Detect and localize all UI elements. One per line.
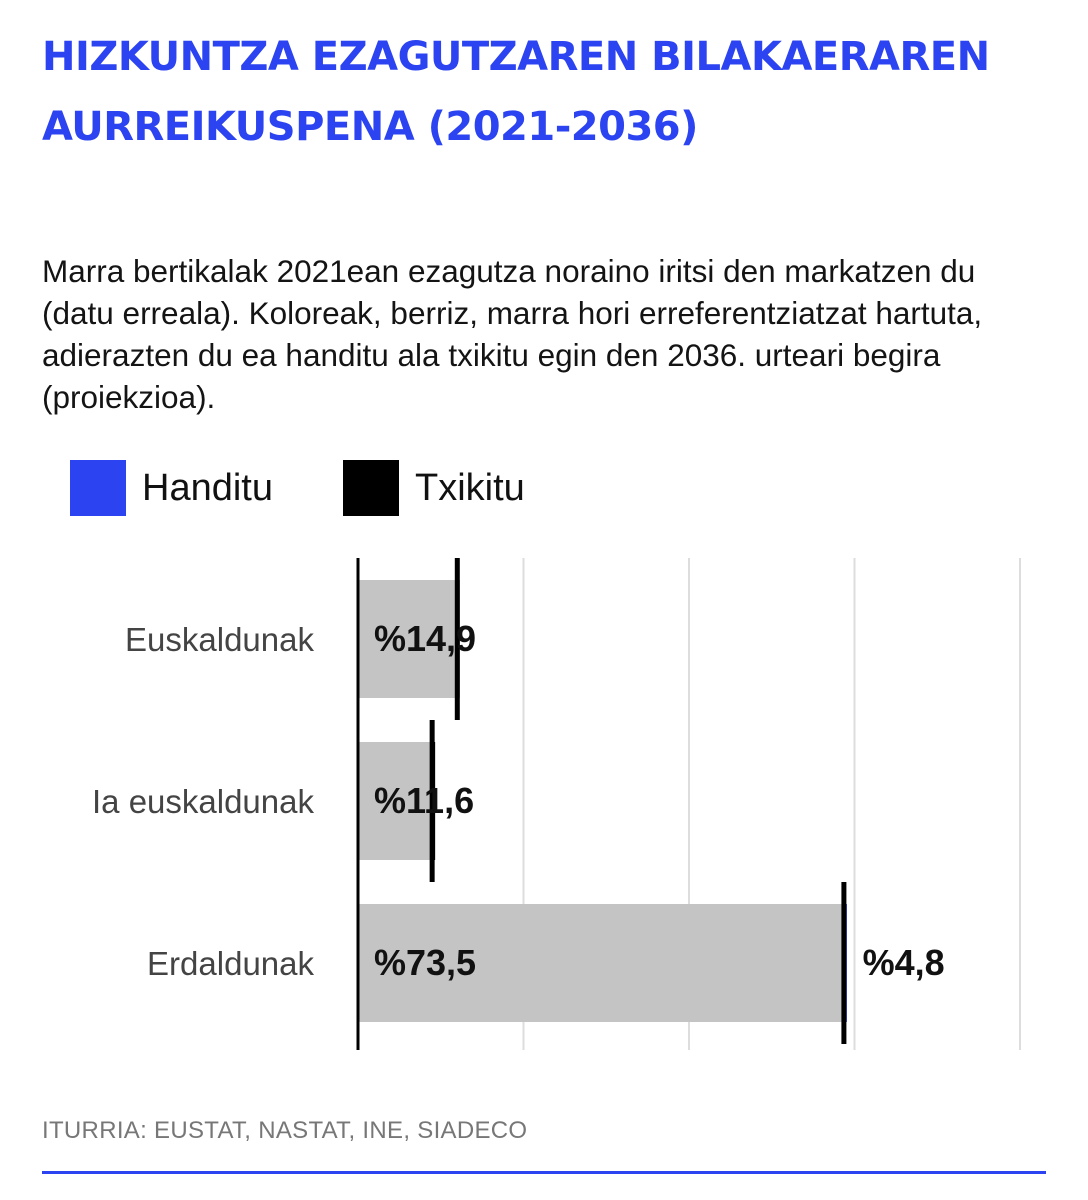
legend-swatch-handitu <box>70 460 126 516</box>
legend-swatch-txikitu <box>342 460 399 516</box>
category-label-2: Erdaldunak <box>147 945 314 982</box>
legend-label-txikitu: Txikitu <box>414 466 525 509</box>
value-label-0: %14,9 <box>374 618 476 659</box>
bar-base-0 <box>358 580 457 698</box>
legend-item-txikitu: Txikitu <box>342 460 525 516</box>
bottom-rule <box>42 1171 1046 1174</box>
change-label-2: %4,8 <box>863 942 945 983</box>
legend-item-handitu: Handitu <box>70 460 273 516</box>
bar-base-1 <box>358 742 433 860</box>
legend: Handitu Txikitu <box>70 460 595 516</box>
legend-label-handitu: Handitu <box>142 466 273 509</box>
bar-chart: Euskaldunak %14,9 Ia euskaldunak %11,6 Erdal… <box>92 558 1021 1050</box>
bar-base-2 <box>358 904 844 1022</box>
chart-subtitle: Marra bertikalak 2021ean ezagutza norain… <box>42 253 983 415</box>
category-label-0: Euskaldunak <box>125 621 314 658</box>
source-note: ITURRIA: EUSTAT, NASTAT, INE, SIADECO <box>42 1117 528 1144</box>
category-label-1: Ia euskaldunak <box>92 783 314 820</box>
value-label-1: %11,6 <box>374 780 474 821</box>
value-label-2: %73,5 <box>374 942 476 983</box>
chart-title: HIZKUNTZA EZAGUTZAREN BILAKAERAREN AURRE… <box>42 34 990 150</box>
